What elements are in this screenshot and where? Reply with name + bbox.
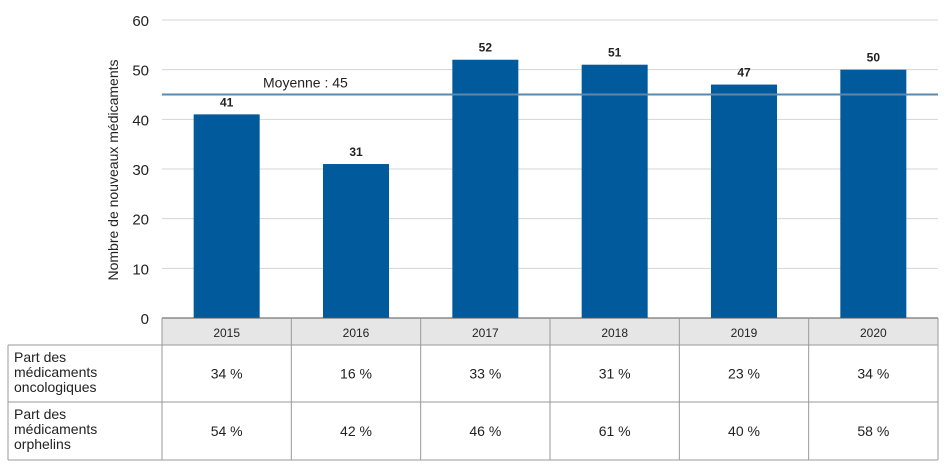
y-tick-label: 0 <box>141 311 149 328</box>
x-tick-label: 2020 <box>860 326 887 340</box>
bar-value-label: 51 <box>608 46 622 60</box>
row-label-line: Part des <box>14 349 66 365</box>
bar-2020 <box>840 69 907 319</box>
table-cell: 23 % <box>728 366 760 382</box>
bar-value-label: 31 <box>349 145 363 159</box>
bar-2017 <box>452 59 519 318</box>
y-tick-label: 40 <box>132 112 149 129</box>
bar-2018 <box>581 64 648 318</box>
x-tick-label: 2016 <box>343 326 370 340</box>
row-label-line: Part des <box>14 406 66 422</box>
table-cell: 40 % <box>728 423 760 439</box>
table-cell: 34 % <box>211 366 243 382</box>
bar-2019 <box>711 84 777 318</box>
x-tick-label: 2018 <box>601 326 628 340</box>
bar-value-label: 52 <box>479 41 493 55</box>
table-cell: 33 % <box>469 366 501 382</box>
row-label-line: oncologiques <box>14 379 97 395</box>
bar-value-label: 41 <box>220 95 234 109</box>
bar-2015 <box>193 114 260 318</box>
row-label-line: orphelins <box>14 436 71 452</box>
y-tick-label: 60 <box>132 13 149 30</box>
bar-value-label: 47 <box>737 66 751 80</box>
x-tick-label: 2019 <box>731 326 758 340</box>
table-cell: 34 % <box>857 366 889 382</box>
y-tick-label: 20 <box>132 212 149 229</box>
y-axis-label: Nombre de nouveaux médicaments <box>105 59 121 280</box>
table-cell: 54 % <box>211 423 243 439</box>
table-cell: 42 % <box>340 423 372 439</box>
bar-2016 <box>323 164 389 318</box>
table-cell: 16 % <box>340 366 372 382</box>
row-label-line: médicaments <box>14 364 97 380</box>
row-label-line: médicaments <box>14 421 97 437</box>
table-cell: 46 % <box>469 423 501 439</box>
table-cell: 58 % <box>857 423 889 439</box>
y-tick-label: 10 <box>132 261 149 278</box>
y-tick-label: 50 <box>132 63 149 80</box>
table-cell: 31 % <box>599 366 631 382</box>
x-tick-label: 2015 <box>213 326 240 340</box>
table-cell: 61 % <box>599 423 631 439</box>
bar-value-label: 50 <box>867 51 881 65</box>
x-tick-label: 2017 <box>472 326 499 340</box>
average-label: Moyenne : 45 <box>263 75 348 91</box>
y-tick-label: 30 <box>132 162 149 179</box>
